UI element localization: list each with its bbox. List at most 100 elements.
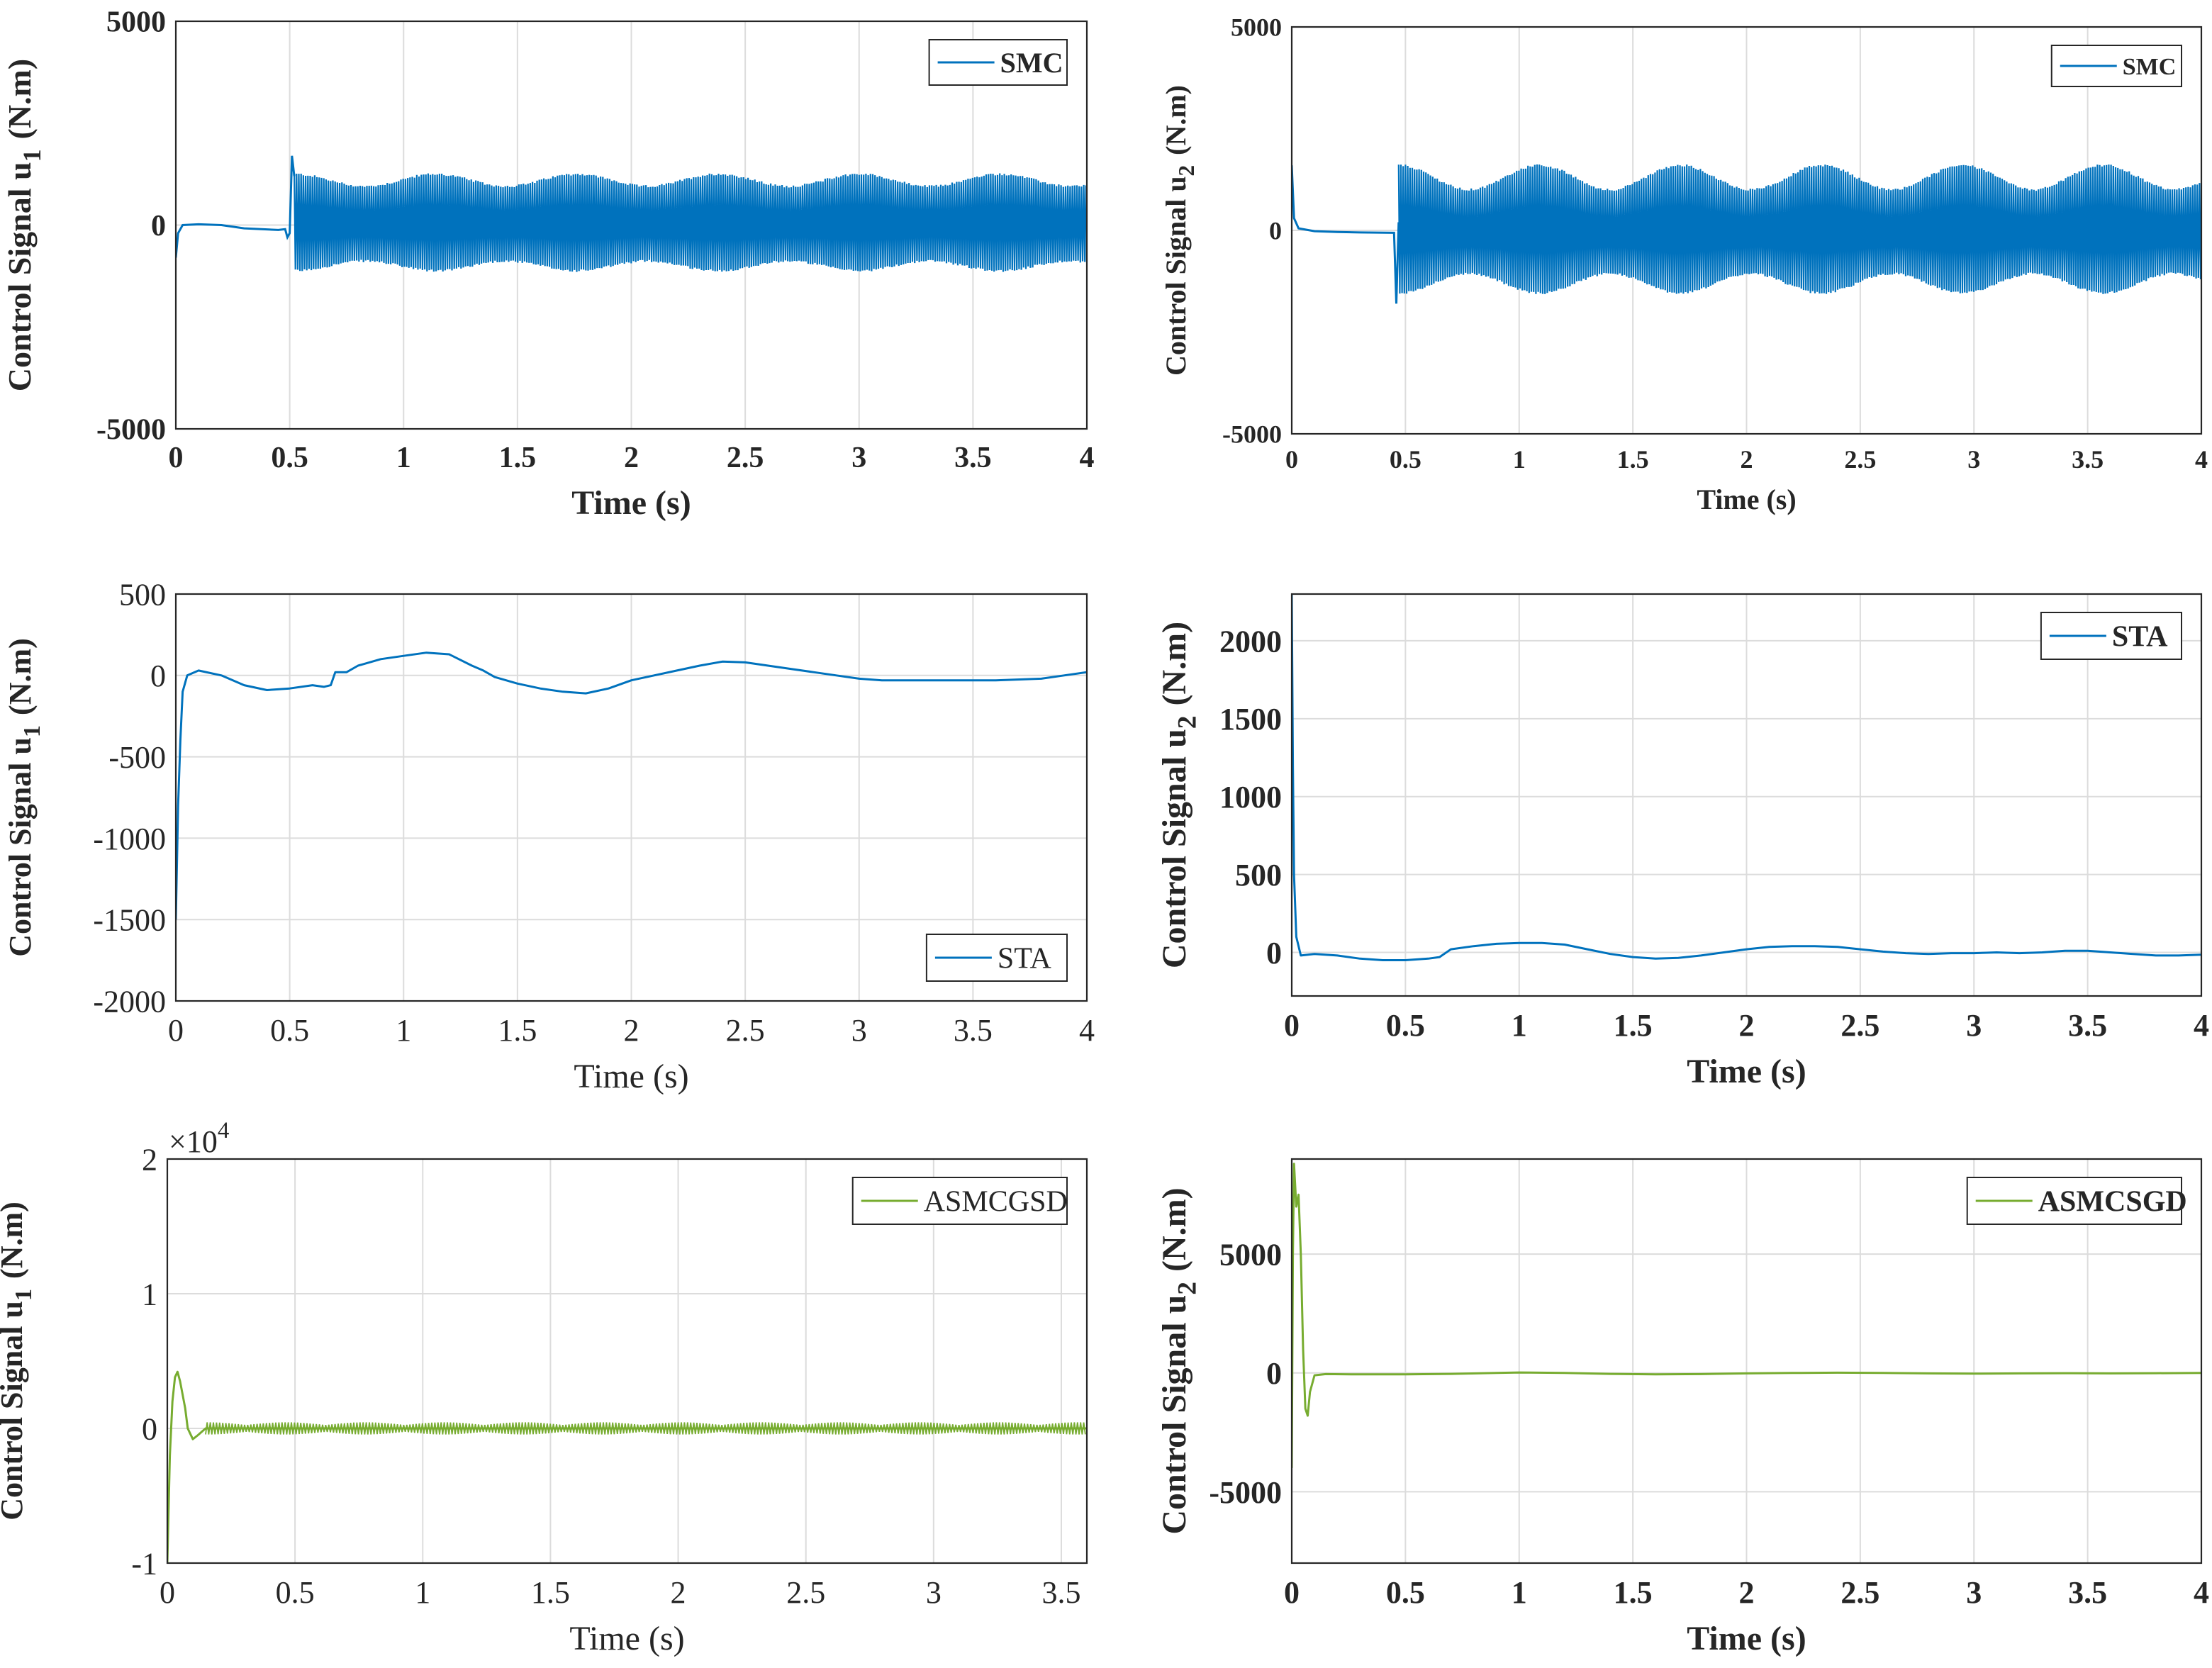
series-line-asmcsgd [1292,1163,2201,1468]
series-line-sta [176,651,1087,920]
x-axis-label: Time (s) [574,1058,688,1095]
x-tick-label: 2 [624,442,639,474]
x-tick-label: 0.5 [276,1575,315,1610]
x-tick-label: 3 [1966,1575,1982,1610]
x-tick-label: 0.5 [1390,445,1421,474]
y-tick-label: 2 [142,1142,157,1177]
x-tick-label: 4 [1080,442,1095,474]
x-tick-label: 1 [1512,1575,1527,1610]
x-axis-label: Time (s) [1697,483,1796,515]
x-tick-label: 1 [1512,1008,1527,1043]
x-axis-label: Time (s) [571,484,691,522]
x-tick-label: 0 [1284,1575,1300,1610]
legend: SMC [2050,45,2183,87]
x-tick-label: 2.5 [726,1013,765,1048]
legend: ASMCSGD [1966,1177,2187,1225]
x-tick-label: 2.5 [727,442,764,474]
x-tick-label: 1.5 [1614,1575,1653,1610]
y-tick-label: 0 [1269,217,1282,245]
x-tick-label: 4 [2194,1575,2209,1610]
y-tick-label: 5000 [1231,13,1282,42]
x-tick-label: 3.5 [2068,1008,2107,1043]
legend: SMC [928,39,1068,86]
x-axis-label: Time (s) [1687,1620,1806,1657]
chart-sta_u1: 0 0.5 1 1.5 2 2.5 3 3.5 4 -2000 -1500 -1000 -500 0 500… [3,577,1095,1095]
x-tick-label: 0 [160,1575,175,1610]
x-tick-label: 1 [415,1575,430,1610]
series-line-smc-chatter [1397,164,2201,294]
y-tick-label: 2000 [1219,624,1282,659]
y-axis-label: Control Signal u2(N.m) [1156,622,1202,968]
y-tick-label: 0 [150,659,166,693]
y-tick-label: 0 [151,210,166,242]
y-exponent-label: ×104 [169,1118,229,1159]
x-tick-label: 3.5 [1041,1575,1080,1610]
x-tick-label: 2 [624,1013,639,1048]
x-tick-label: 0 [1284,1008,1300,1043]
x-tick-label: 3.5 [2068,1575,2107,1610]
axes-box [174,20,1088,430]
axes-box [174,593,1088,1002]
series-line-smc-chatter [294,173,1087,272]
y-tick-label: 0 [142,1411,157,1446]
axes-box [1290,26,2203,435]
chart-asmc_u2: 0 0.5 1 1.5 2 2.5 3 3.5 4 -5000 0 5000 Time (s) Contr… [1156,1158,2209,1657]
x-tick-label: 2 [1739,1008,1755,1043]
legend-label: STA [998,943,1052,975]
x-tick-label: 1 [396,1013,411,1048]
y-tick-label: -2000 [93,984,166,1019]
y-axis-label: Control Signal u2(N.m) [1156,1187,1202,1534]
x-tick-label: 1 [1513,445,1526,474]
legend: STA [925,934,1068,982]
y-tick-label: 5000 [1219,1238,1282,1272]
x-tick-label: 2.5 [786,1575,825,1610]
y-tick-label: 5000 [106,6,166,39]
y-tick-label: 0 [1266,936,1282,970]
legend-label: STA [2112,621,2168,654]
x-tick-label: 3 [851,442,866,474]
x-tick-label: 1.5 [499,442,537,474]
x-axis-label: Time (s) [569,1620,684,1657]
y-tick-label: 1000 [1219,780,1282,815]
x-tick-label: 3.5 [2072,445,2104,474]
x-tick-label: 2.5 [1840,1575,1879,1610]
chart-sta_u2: 0 0.5 1 1.5 2 2.5 3 3.5 4 0 500 1000 1500 2000 Time (s… [1156,593,2209,1090]
y-axis-label: Control Signal u1(N.m) [3,638,45,957]
legend-label: ASMCGSD [924,1186,1068,1219]
y-tick-label: 0 [1266,1356,1282,1391]
x-tick-label: 3 [926,1575,942,1610]
y-tick-label: -1000 [93,822,166,856]
x-tick-label: 0.5 [1386,1575,1425,1610]
y-tick-label: -500 [108,740,166,775]
axes-box [1290,593,2203,997]
x-tick-label: 3.5 [954,442,992,474]
y-axis-label: Control Signal u1(N.m) [1,59,46,391]
y-tick-label: -5000 [1222,420,1282,449]
series-line-smc-start [1292,165,1400,304]
x-tick-label: 3 [1967,445,1980,474]
y-tick-label: 1 [142,1277,157,1311]
legend-label: SMC [1000,47,1063,79]
y-tick-label: -1 [131,1546,157,1581]
x-tick-label: 2 [1741,445,1753,474]
y-axis-label: Control Signal u2(N.m) [1160,85,1199,376]
x-tick-label: 2.5 [1844,445,1876,474]
x-tick-label: 1 [396,442,411,474]
x-tick-label: 0.5 [270,1013,309,1048]
series-line-asmcgsd-ripple [205,1422,1086,1435]
x-tick-label: 0 [168,1013,184,1048]
x-tick-label: 2.5 [1840,1008,1879,1043]
series-line-sta [1292,594,2201,961]
y-tick-label: 500 [119,577,166,612]
x-tick-label: 4 [1079,1013,1095,1048]
y-tick-label: -5000 [1209,1475,1282,1510]
y-tick-label: -5000 [96,414,166,447]
y-tick-label: 1500 [1219,702,1282,737]
x-tick-label: 2 [1739,1575,1755,1610]
x-axis-label: Time (s) [1687,1053,1806,1090]
x-tick-label: 2 [671,1575,686,1610]
